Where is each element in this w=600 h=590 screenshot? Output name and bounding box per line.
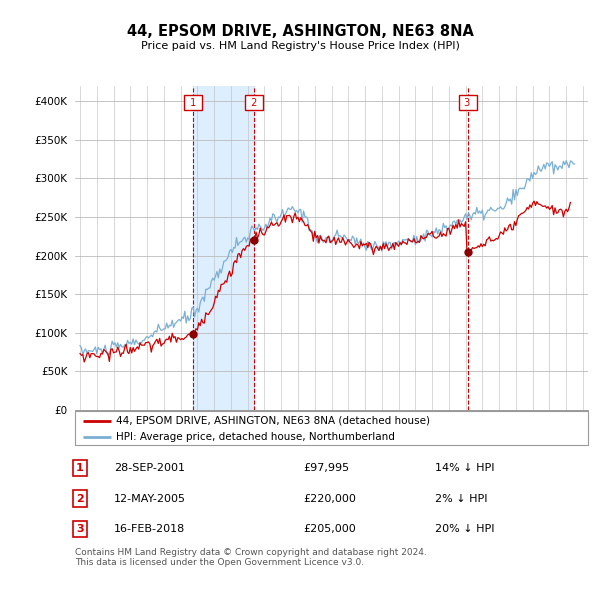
Bar <box>193 86 254 410</box>
Text: 44, EPSOM DRIVE, ASHINGTON, NE63 8NA (detached house): 44, EPSOM DRIVE, ASHINGTON, NE63 8NA (de… <box>116 416 430 426</box>
Text: 2: 2 <box>76 494 83 503</box>
FancyBboxPatch shape <box>75 411 588 445</box>
Text: 44, EPSOM DRIVE, ASHINGTON, NE63 8NA: 44, EPSOM DRIVE, ASHINGTON, NE63 8NA <box>127 24 473 38</box>
Text: 20% ↓ HPI: 20% ↓ HPI <box>435 525 494 534</box>
Text: Price paid vs. HM Land Registry's House Price Index (HPI): Price paid vs. HM Land Registry's House … <box>140 41 460 51</box>
Text: 3: 3 <box>461 97 474 107</box>
Text: Contains HM Land Registry data © Crown copyright and database right 2024.
This d: Contains HM Land Registry data © Crown c… <box>75 548 427 567</box>
Text: £220,000: £220,000 <box>303 494 356 503</box>
Text: HPI: Average price, detached house, Northumberland: HPI: Average price, detached house, Nort… <box>116 432 395 442</box>
Text: 1: 1 <box>187 97 199 107</box>
Text: 1: 1 <box>76 463 83 473</box>
Text: £205,000: £205,000 <box>303 525 356 534</box>
Text: 12-MAY-2005: 12-MAY-2005 <box>114 494 186 503</box>
Text: £97,995: £97,995 <box>303 463 349 473</box>
Text: 16-FEB-2018: 16-FEB-2018 <box>114 525 185 534</box>
Text: 28-SEP-2001: 28-SEP-2001 <box>114 463 185 473</box>
Text: 2% ↓ HPI: 2% ↓ HPI <box>435 494 487 503</box>
Text: 2: 2 <box>248 97 260 107</box>
Text: 3: 3 <box>76 525 83 534</box>
Text: 14% ↓ HPI: 14% ↓ HPI <box>435 463 494 473</box>
